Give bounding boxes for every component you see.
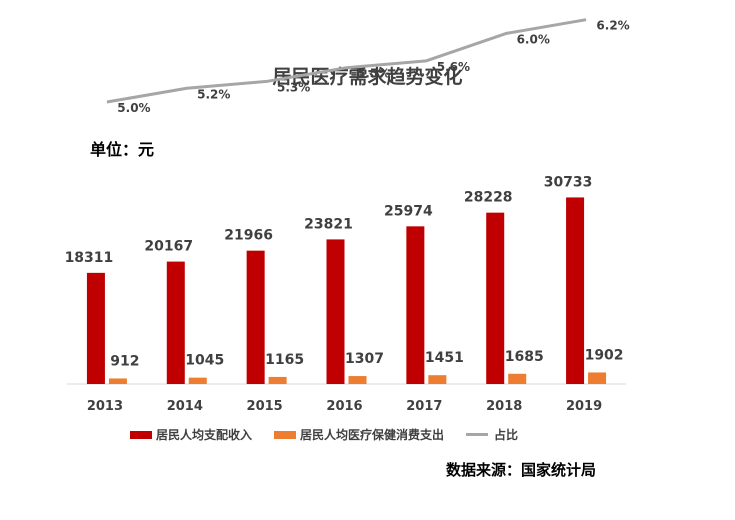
- ratio-line: [106, 18, 587, 104]
- x-tick-label: 2018: [486, 399, 522, 414]
- spend-bar: [428, 375, 447, 384]
- chart-legend: 居民人均支配收入 居民人均医疗保健消费支出 占比: [130, 426, 540, 443]
- income-bar: [326, 239, 345, 384]
- income-bar: [486, 212, 505, 384]
- legend-item-ratio: 占比: [466, 426, 518, 443]
- ratio-value-label: 5.6%: [437, 60, 470, 74]
- ratio-value-label: 6.2%: [596, 19, 629, 33]
- spend-value-label: 912: [110, 353, 139, 369]
- legend-swatch-spend: [274, 430, 297, 439]
- income-bar: [86, 272, 105, 384]
- spend-value-label: 1685: [505, 349, 544, 365]
- spend-bar: [188, 377, 207, 384]
- legend-label-spend: 居民人均医疗保健消费支出: [300, 428, 445, 442]
- spend-bar: [268, 376, 287, 384]
- income-bar: [566, 197, 585, 384]
- income-value-label: 28228: [464, 190, 513, 206]
- legend-item-income: 居民人均支配收入: [130, 426, 252, 443]
- income-bar: [166, 261, 185, 384]
- x-tick-label: 2017: [406, 399, 442, 414]
- income-value-label: 21966: [224, 228, 273, 244]
- income-value-label: 23821: [304, 216, 353, 232]
- income-value-label: 18311: [65, 250, 114, 266]
- x-tick-label: 2015: [247, 399, 283, 414]
- spend-value-label: 1165: [265, 352, 304, 368]
- ratio-value-label: 5.5%: [357, 67, 390, 81]
- legend-swatch-income: [130, 430, 152, 439]
- source-label: 数据来源：国家统计局: [446, 461, 597, 479]
- ratio-value-label: 5.3%: [277, 80, 310, 94]
- spend-bar: [508, 373, 527, 384]
- income-value-label: 25974: [384, 203, 433, 219]
- x-tick-label: 2013: [87, 399, 123, 414]
- legend-swatch-ratio: [466, 433, 489, 436]
- income-value-label: 20167: [144, 239, 193, 255]
- x-tick-label: 2014: [167, 399, 203, 414]
- unit-label: 单位：元: [90, 140, 155, 159]
- legend-label-ratio: 占比: [494, 428, 519, 442]
- spend-bar: [108, 378, 127, 384]
- income-value-label: 30733: [544, 174, 593, 190]
- legend-label-income: 居民人均支配收入: [156, 428, 253, 442]
- spend-value-label: 1307: [345, 351, 384, 367]
- spend-value-label: 1902: [585, 347, 624, 363]
- x-tick-label: 2016: [326, 399, 362, 414]
- income-bar: [246, 250, 265, 384]
- x-tick-label: 2019: [566, 399, 602, 414]
- spend-bar: [588, 372, 607, 384]
- income-bar: [406, 226, 425, 384]
- ratio-value-label: 6.0%: [517, 32, 550, 46]
- spend-value-label: 1045: [185, 353, 224, 369]
- ratio-value-label: 5.0%: [117, 101, 150, 115]
- spend-value-label: 1451: [425, 350, 464, 366]
- legend-item-spend: 居民人均医疗保健消费支出: [274, 426, 444, 443]
- ratio-value-label: 5.2%: [197, 87, 230, 101]
- spend-bar: [348, 376, 367, 384]
